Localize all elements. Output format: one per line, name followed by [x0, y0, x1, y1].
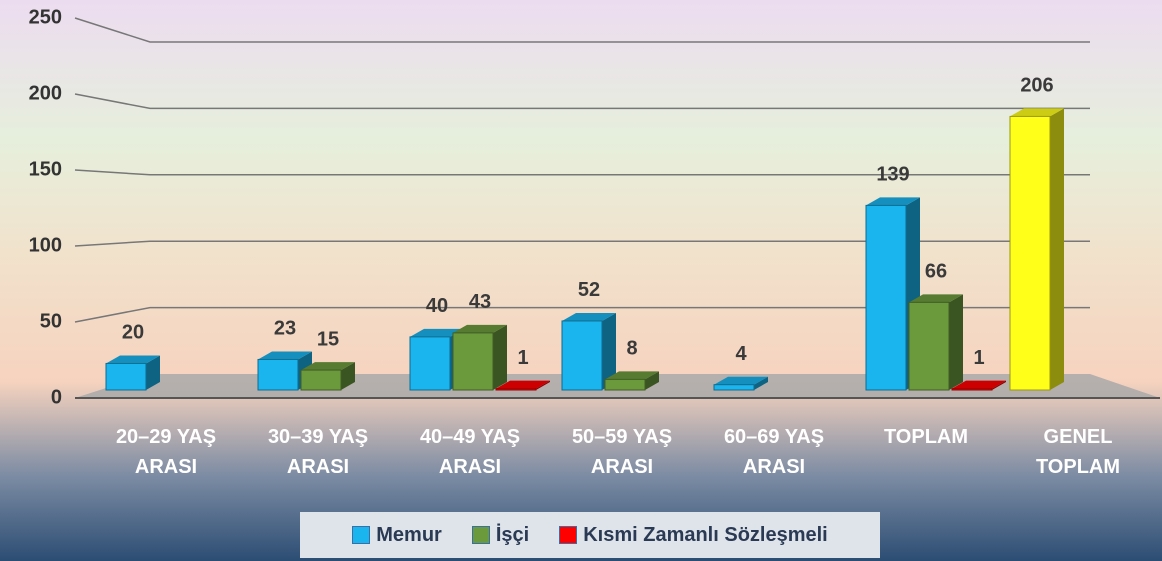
- bar-side: [992, 380, 1006, 390]
- legend-label: Memur: [376, 523, 442, 546]
- data-label: 43: [469, 291, 491, 313]
- data-label: 1: [517, 347, 528, 369]
- bar-side: [146, 355, 160, 390]
- y-tick-label: 50: [40, 310, 62, 332]
- bar-top: [605, 371, 659, 380]
- data-label: 20: [122, 322, 144, 344]
- bar: [951, 380, 1006, 391]
- data-label: 23: [274, 318, 296, 340]
- bar-top: [562, 312, 616, 321]
- legend-item: İşçi: [471, 523, 530, 547]
- data-label: 40: [426, 295, 448, 317]
- bar-front: [951, 388, 993, 391]
- legend-label: İşçi: [495, 523, 530, 546]
- bar-top: [106, 355, 160, 364]
- bar-front: [257, 358, 299, 391]
- bar-side: [949, 294, 963, 390]
- legend-item: Memur: [352, 524, 442, 547]
- legend-swatch: [352, 526, 371, 544]
- bar-front: [1009, 115, 1051, 391]
- bar-top: [1010, 108, 1064, 117]
- grid-line: [74, 306, 1090, 323]
- legend-label: Kısmi Zamanlı Sözleşmeli: [583, 523, 828, 546]
- data-label: 15: [317, 328, 339, 350]
- bar: [495, 380, 550, 391]
- bar-front: [105, 362, 147, 391]
- bar-top: [496, 380, 550, 389]
- bar-front: [495, 388, 537, 391]
- y-tick-label: 150: [29, 158, 62, 180]
- bar-front: [300, 369, 342, 391]
- legend: Memur İşçi Kısmi Zamanlı Sözleşmeli: [300, 512, 880, 558]
- bar-top: [301, 362, 355, 371]
- bar-front: [409, 336, 451, 391]
- bar-side: [1050, 108, 1064, 390]
- data-label: 66: [925, 261, 947, 283]
- x-tick-label: 40–49 YAŞ ARASI: [419, 426, 521, 478]
- data-label: 139: [876, 164, 909, 186]
- legend-swatch: [471, 526, 490, 544]
- bar: [300, 362, 355, 391]
- grid-line: [74, 93, 1090, 110]
- x-tick-label: GENEL TOPLAM: [1035, 426, 1121, 478]
- bar-front: [908, 301, 950, 391]
- bar-side: [341, 362, 355, 390]
- bar-side: [754, 376, 768, 390]
- bar: [908, 294, 963, 391]
- bar-front: [713, 384, 755, 391]
- bar-front: [452, 332, 494, 391]
- bar: [452, 324, 507, 391]
- bar-top: [410, 328, 464, 337]
- x-tick-label: 20–29 YAŞ ARASI: [115, 426, 217, 478]
- bar: [713, 376, 768, 391]
- legend-swatch: [559, 526, 578, 544]
- bar-side: [493, 324, 507, 390]
- x-tick-label: 30–39 YAŞ ARASI: [267, 426, 369, 478]
- data-label: 1: [973, 347, 984, 369]
- bar-top: [453, 324, 507, 333]
- x-tick-label: 50–59 YAŞ ARASI: [571, 426, 673, 478]
- y-tick-label: 0: [51, 386, 62, 408]
- bar: [561, 312, 616, 391]
- bar-top: [258, 351, 312, 360]
- data-label: 206: [1020, 75, 1053, 97]
- y-tick-label: 100: [29, 234, 62, 256]
- x-tick-label: 60–69 YAŞ ARASI: [723, 426, 825, 478]
- y-tick-label: 200: [29, 82, 62, 104]
- x-tick-label: TOPLAM: [883, 426, 969, 448]
- grid-line: [74, 169, 1090, 176]
- bar-top: [909, 294, 963, 303]
- y-tick-label: 250: [29, 6, 62, 28]
- bar-top: [714, 376, 768, 385]
- bar: [105, 355, 160, 391]
- bar-side: [602, 312, 616, 390]
- bar-top: [866, 197, 920, 206]
- bar-front: [561, 320, 603, 391]
- grid-line: [74, 240, 1090, 247]
- bar-front: [865, 204, 907, 391]
- bar-front: [604, 378, 646, 391]
- bar: [604, 371, 659, 391]
- bar: [1009, 108, 1064, 391]
- bar-side: [645, 371, 659, 390]
- data-label: 8: [626, 338, 637, 360]
- legend-item: Kısmi Zamanlı Sözleşmeli: [559, 524, 828, 547]
- bar-top: [952, 380, 1006, 389]
- bar-side: [536, 380, 550, 390]
- data-label: 52: [578, 279, 600, 301]
- data-label: 4: [735, 343, 747, 365]
- grid-line: [74, 17, 1090, 43]
